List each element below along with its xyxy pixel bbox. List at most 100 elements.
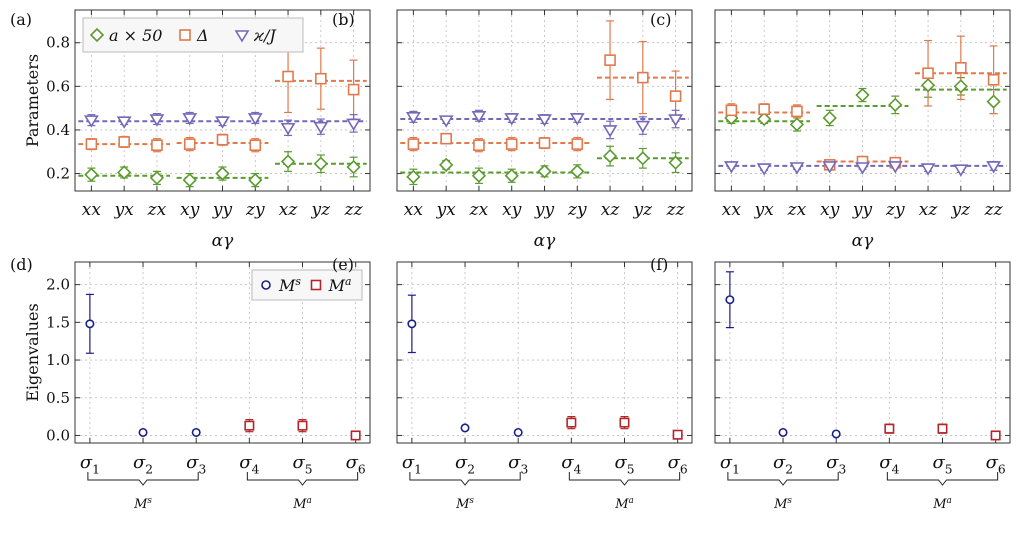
x-tick-label-σ5-sub: 5 <box>627 462 635 476</box>
group-label-Ma: Ma <box>614 496 634 512</box>
x-tick-label-yy: yy <box>534 200 555 220</box>
point-kappa-xy <box>504 113 520 126</box>
point-kappa-yy <box>537 114 552 127</box>
point-delta-xy <box>505 138 518 150</box>
point-a-xy <box>182 172 197 188</box>
x-tick-label-σ3: σ3 <box>826 452 846 476</box>
group-label-Ms: Ms <box>133 496 152 512</box>
x-tick-label-yz: yz <box>311 200 332 220</box>
point-kappa-zy <box>887 161 903 174</box>
x-tick-label-σ6: σ6 <box>346 452 366 476</box>
y-tick-label-0.5: 0.5 <box>46 389 70 407</box>
x-tick-label-σ3-base: σ <box>826 452 839 473</box>
group-label-Ms-sup: s <box>787 496 792 506</box>
x-tick-label-σ4: σ4 <box>879 452 899 476</box>
panel-label: (a) <box>10 10 32 29</box>
x-tick-label-σ1: σ1 <box>720 452 740 476</box>
point-a-yz <box>953 79 968 94</box>
x-tick-label-xz: xz <box>601 200 621 220</box>
group-brace-Ma <box>568 472 681 486</box>
legend-label-kappa: ϰ/J <box>253 26 277 45</box>
panel-d: σ1 σ2 σ3 σ4 σ5 σ60.00.51.01.52.0Ms Ma(d)Eigenv… <box>10 255 371 512</box>
y-tick-label-0.8: 0.8 <box>46 34 70 52</box>
x-tick-label-σ4-sub: 4 <box>892 462 900 476</box>
point-a-zy <box>888 97 903 112</box>
point-Ms-σ3 <box>831 429 841 439</box>
point-kappa-zx <box>789 162 805 175</box>
point-Ma-σ6 <box>350 430 361 441</box>
point-Ma-σ4 <box>244 420 255 431</box>
point-Ms-σ2 <box>460 423 470 433</box>
point-kappa-xx <box>83 115 99 128</box>
point-kappa-zz <box>986 161 1002 174</box>
legend-marker-delta <box>179 29 191 41</box>
x-tick-label-σ1-base: σ <box>720 452 733 473</box>
point-delta-xx <box>85 138 98 150</box>
x-tick-label-σ2: σ2 <box>133 452 153 476</box>
point-delta-zx <box>473 139 485 152</box>
point-Ma-σ5 <box>619 417 630 428</box>
x-tick-label-σ1-base: σ <box>80 452 93 473</box>
x-tick-label-σ1-sub: 1 <box>414 462 422 476</box>
group-label-Ma: Ma <box>932 496 952 512</box>
x-tick-label-σ2-base: σ <box>133 452 146 473</box>
group-label-Ma-base: M <box>614 497 629 512</box>
point-delta-zz <box>987 73 1000 86</box>
legend-box <box>82 17 304 53</box>
x-tick-label-yz: yz <box>951 200 972 220</box>
x-tick-label-yz: yz <box>633 200 654 220</box>
y-tick-label-0.2: 0.2 <box>46 165 70 183</box>
point-kappa-xx <box>723 161 739 174</box>
point-a-xz <box>602 148 618 164</box>
point-a-zx <box>149 170 165 186</box>
y-axis-label: Eigenvalues <box>23 303 42 402</box>
point-Ms-σ1 <box>85 319 95 329</box>
figure-layer: xx yx zx xy yy zy xz yz zz0.20.40.60.8(a)αγParam… <box>10 9 1011 512</box>
x-tick-label-σ5-sub: 5 <box>945 462 953 476</box>
x-tick-label-σ5-base: σ <box>292 452 305 473</box>
x-tick-label-σ2: σ2 <box>773 452 793 476</box>
group-label-Ms-base: M <box>773 497 788 512</box>
point-Ma-σ4 <box>884 423 895 434</box>
point-delta-zx <box>791 105 803 118</box>
x-tick-label-σ1-sub: 1 <box>732 462 740 476</box>
group-brace-Ms <box>87 472 199 486</box>
point-a-yy <box>855 87 870 103</box>
x-tick-label-zy: zy <box>567 200 587 220</box>
point-delta-yy <box>538 137 551 149</box>
plot-frame <box>396 261 693 444</box>
point-Ms-σ1 <box>725 295 735 305</box>
point-delta-xx <box>725 104 738 117</box>
panel-label: (e) <box>332 255 354 274</box>
point-a-yx <box>117 165 132 180</box>
point-a-yz <box>313 156 328 171</box>
x-axis-label: αγ <box>212 231 234 251</box>
plot-frame <box>74 261 371 444</box>
point-delta-xz <box>604 54 616 66</box>
point-delta-xx <box>407 138 420 150</box>
point-a-xy <box>822 110 837 126</box>
x-tick-label-σ4-base: σ <box>239 452 252 473</box>
group-brace-Ms <box>727 472 839 486</box>
point-kappa-xy <box>182 113 198 126</box>
point-Ma-σ4 <box>566 417 577 428</box>
point-Ma-σ6 <box>990 430 1001 441</box>
point-a-zz <box>346 159 361 175</box>
group-label-Ms-base: M <box>455 497 470 512</box>
point-delta-yz <box>315 72 327 85</box>
point-kappa-zy <box>247 113 263 126</box>
x-tick-label-xz: xz <box>279 200 299 220</box>
point-kappa-zx <box>149 114 165 127</box>
x-tick-label-zx: zx <box>469 200 489 220</box>
point-delta-yz <box>637 71 649 84</box>
point-delta-yy <box>216 133 229 146</box>
point-a-zx <box>471 168 487 183</box>
panel-label: (f) <box>650 255 668 274</box>
point-Ms-σ3 <box>513 427 523 437</box>
point-a-yz <box>635 151 650 166</box>
point-kappa-yy <box>215 116 230 129</box>
legend-label-Ms-base: M <box>278 276 296 295</box>
x-tick-label-σ2-sub: 2 <box>467 462 475 476</box>
x-tick-label-σ2-base: σ <box>455 452 468 473</box>
x-tick-label-xx: xx <box>722 200 742 220</box>
